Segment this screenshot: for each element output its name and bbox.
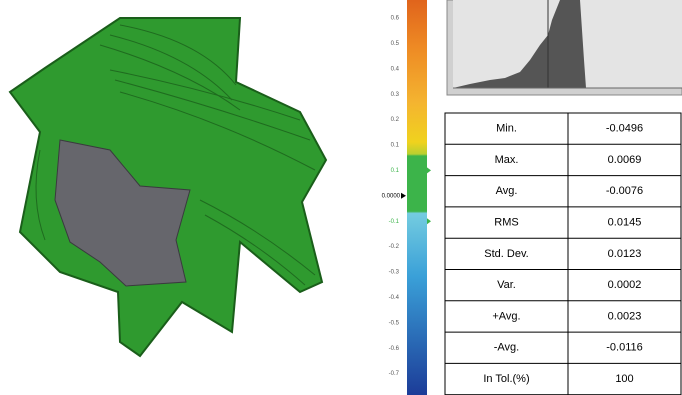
scale-label: 0.4 bbox=[391, 66, 400, 72]
scale-label: -0.5 bbox=[389, 320, 400, 326]
scale-label: -0.3 bbox=[389, 270, 400, 276]
scale-label: -0.2 bbox=[389, 244, 400, 250]
stat-value: 0.0023 bbox=[608, 310, 642, 322]
pointer bbox=[401, 193, 406, 199]
stat-name: RMS bbox=[494, 216, 518, 228]
stat-value: 0.0069 bbox=[608, 154, 642, 166]
stat-value: -0.0496 bbox=[606, 123, 643, 135]
stat-name: Avg. bbox=[496, 185, 518, 197]
scale-label: 0.6 bbox=[391, 16, 400, 22]
stat-name: Min. bbox=[496, 123, 517, 135]
scale-label: 0.1 bbox=[391, 168, 400, 174]
table-border bbox=[445, 113, 681, 395]
scale-label: -0.7 bbox=[389, 371, 400, 377]
stat-value: 0.0145 bbox=[608, 216, 642, 228]
scale-label: 0.5 bbox=[391, 41, 400, 47]
histogram bbox=[447, 0, 682, 95]
view: 0.6 0.5 0.4 0.3 0.2 0.1 0.1 0.0000 -0.1 -0.2 -0.3 -… bbox=[0, 0, 682, 395]
tol-marker bbox=[427, 218, 431, 224]
scale-label: -0.4 bbox=[389, 295, 400, 301]
stat-name: +Avg. bbox=[492, 310, 520, 322]
model bbox=[10, 18, 326, 356]
stat-name: -Avg. bbox=[494, 342, 519, 354]
tol-marker bbox=[427, 167, 431, 173]
stat-name: Max. bbox=[495, 154, 519, 166]
stat-value: -0.0076 bbox=[606, 185, 643, 197]
stat-value: -0.0116 bbox=[606, 342, 643, 354]
stats-table: Min. -0.0496 Max. 0.0069 Avg. -0.0076 RMS 0.014… bbox=[445, 113, 681, 395]
scale-label: 0.1 bbox=[391, 143, 400, 149]
color-scale bbox=[407, 0, 427, 395]
stat-name: Std. Dev. bbox=[484, 248, 528, 260]
stat-name: Var. bbox=[497, 279, 516, 291]
scale-label: -0.6 bbox=[389, 346, 400, 352]
scale-label: 0.0000 bbox=[382, 193, 401, 199]
scale-label: 0.2 bbox=[391, 117, 400, 123]
scale-label: 0.3 bbox=[391, 92, 400, 98]
stat-value: 0.0123 bbox=[608, 248, 642, 260]
stat-name: In Tol.(%) bbox=[483, 373, 529, 385]
stat-value: 0.0002 bbox=[608, 279, 642, 291]
stat-value: 100 bbox=[615, 373, 633, 385]
scale-label: -0.1 bbox=[389, 219, 400, 225]
screen: 0.6 0.5 0.4 0.3 0.2 0.1 0.1 0.0000 -0.1 -0.2 -0.3 -… bbox=[0, 0, 682, 395]
